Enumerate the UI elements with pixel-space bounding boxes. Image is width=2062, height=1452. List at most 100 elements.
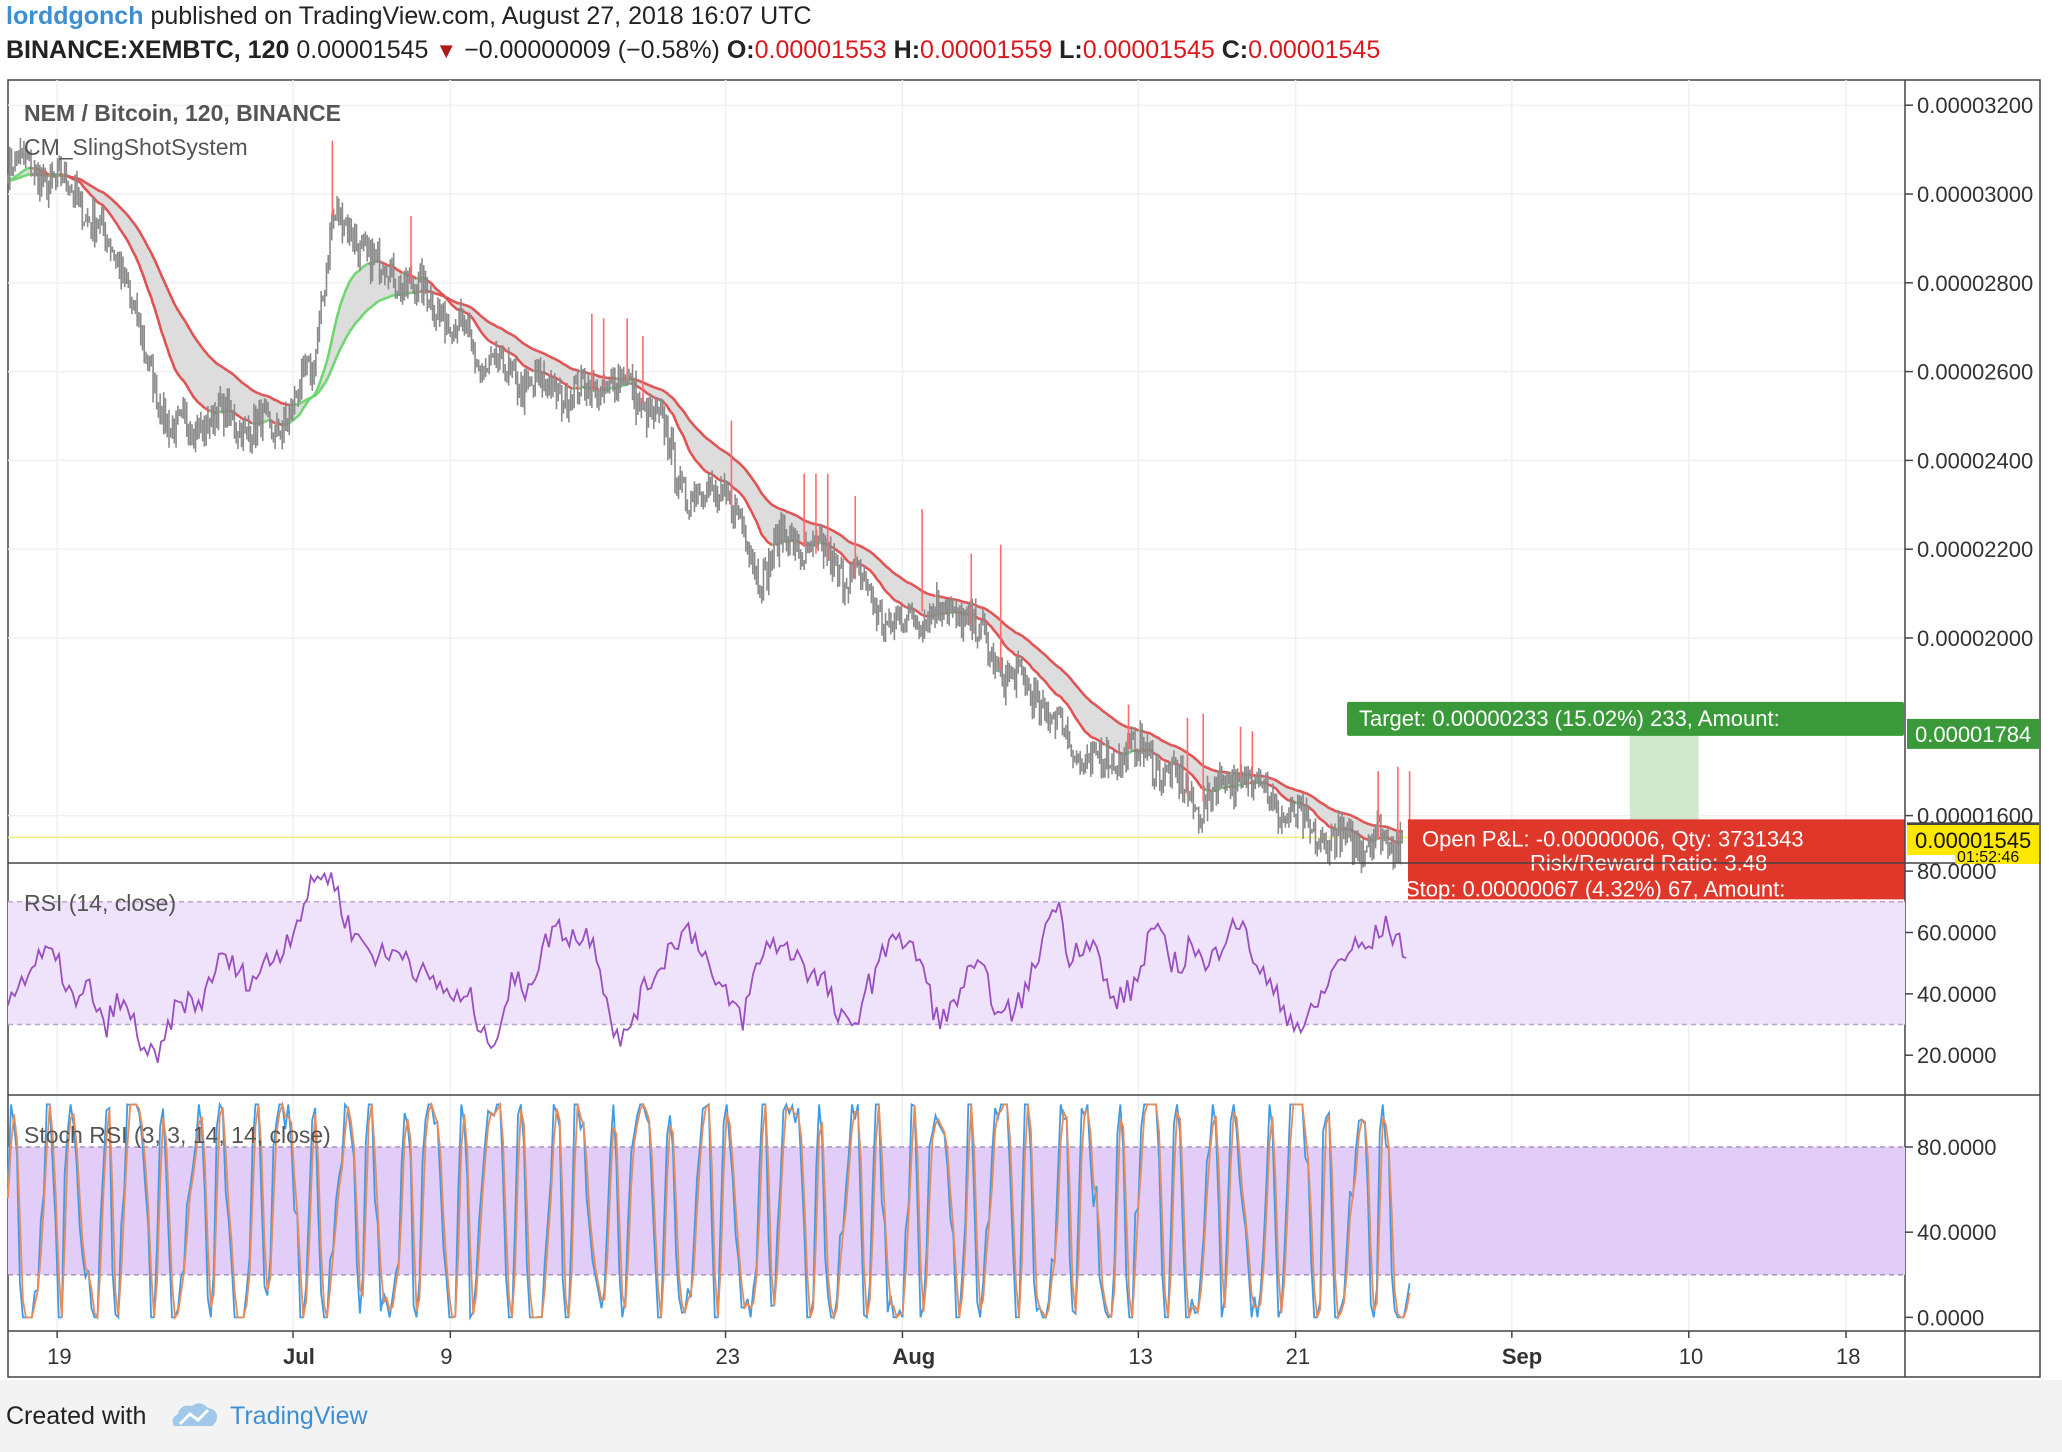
ema-fast-line [300,407,305,412]
ema-slow-line [1136,728,1140,732]
ema-slow-line [886,566,890,570]
ema-slow-line [108,195,112,200]
ema-slow-line [835,531,839,535]
ema-slow-line [922,590,925,594]
ema-fast-line [84,188,89,193]
ema-fast-line [1323,820,1327,825]
author-link[interactable]: lorddgonch [6,2,144,30]
time-tick-label: 13 [1128,1344,1152,1369]
ema-fast-line [151,303,157,310]
ema-slow-line [1148,731,1152,735]
ema-fast-line [1011,651,1016,656]
ema-fast-line [837,550,841,554]
ema-fast-line [555,377,559,381]
ema-slow-line [1010,628,1014,632]
ema-fast-line [1014,653,1018,657]
ema-fast-line [1043,680,1048,684]
high-label: H: [893,36,921,64]
ema-slow-line [146,246,151,251]
ema-slow-line [1031,643,1035,647]
ema-fast-line [79,181,84,187]
publish-line: lorddgonch published on TradingView.com,… [6,0,2056,34]
ema-slow-line [523,343,528,347]
ema-fast-line [81,184,86,189]
ema-fast-line [341,294,346,300]
ema-slow-line [304,398,308,402]
ema-slow-line [982,606,986,610]
ema-slow-line [875,556,880,560]
tradingview-brand[interactable]: TradingView [230,1402,368,1430]
ema-slow-line [1017,632,1021,636]
ema-fast-line [868,568,873,573]
ema-slow-line [714,444,719,448]
ema-slow-line [462,302,466,307]
ema-fast-line [1364,837,1368,841]
ema-slow-line [702,434,706,439]
ema-slow-line [377,299,381,303]
ema-slow-line [823,525,826,529]
ema-slow-line [189,329,194,334]
ema-slow-line [653,385,656,390]
ema-slow-line [540,351,543,355]
ema-slow-line [136,227,140,232]
ema-fast-line [350,275,355,280]
ema-slow-line [180,314,185,319]
ema-fast-line [762,535,767,540]
ema-slow-line [520,340,524,345]
ema-fast-line [519,361,524,366]
ema-slow-line [1038,649,1043,653]
ema-fast-line [847,560,851,565]
ema-slow-line [151,256,156,261]
ema-slow-line [1389,826,1392,830]
ema-slow-line [909,582,913,586]
ema-slow-line [661,389,666,393]
ema-slow-line [646,383,649,387]
ema-slow-line [341,340,346,346]
ema-fast-line [139,268,144,274]
ema-fast-line [1274,786,1278,791]
ema-fast-line [437,289,441,293]
ema-slow-line [153,259,158,265]
ema-fast-line [682,436,687,443]
ema-slow-line [672,397,677,402]
ema-slow-line [481,316,485,320]
ema-fast-line [691,455,696,460]
ema-fast-line [1008,648,1012,653]
chart-area[interactable]: Target: 0.00000233 (15.02%) 233, Amount:… [0,75,2062,1380]
ema-fast-line [1064,702,1069,706]
ema-slow-line [707,438,712,443]
ema-slow-line [249,387,253,392]
ema-slow-line [233,374,238,379]
ema-slow-line [320,385,324,390]
ema-slow-line [1006,625,1011,630]
ema-slow-line [231,372,236,377]
ema-slow-line [1109,715,1113,719]
ema-slow-line [718,447,722,451]
ema-slow-line [1323,803,1327,807]
time-tick-label: 10 [1679,1344,1703,1369]
ema-slow-line [798,515,802,520]
ema-slow-line [1029,641,1034,646]
ema-slow-line [722,449,726,453]
ema-fast-line [326,347,332,357]
ema-fast-line [1082,728,1087,733]
ema-fast-line [990,626,995,631]
ema-slow-line [784,509,788,513]
ema-fast-line [235,413,239,417]
ema-slow-line [897,574,901,578]
ema-fast-line [758,529,763,536]
time-tick-label: 21 [1286,1344,1310,1369]
ema-slow-line [173,303,178,308]
ema-fast-line [97,201,101,205]
ema-slow-line [216,362,220,366]
ema-fast-line [675,422,680,429]
ema-slow-line [125,213,130,217]
price-tick-label: 0.00003000 [1917,182,2033,207]
ema-fast-line [1327,824,1331,829]
ema-fast-line [167,353,172,359]
ema-fast-line [1022,657,1027,662]
ema-fast-line [440,292,444,296]
ema-slow-line [1284,784,1288,789]
symbol-quote-line: BINANCE:XEMBTC, 120 0.00001545 ▼ −0.0000… [6,34,2056,68]
ema-slow-line [1175,745,1178,749]
